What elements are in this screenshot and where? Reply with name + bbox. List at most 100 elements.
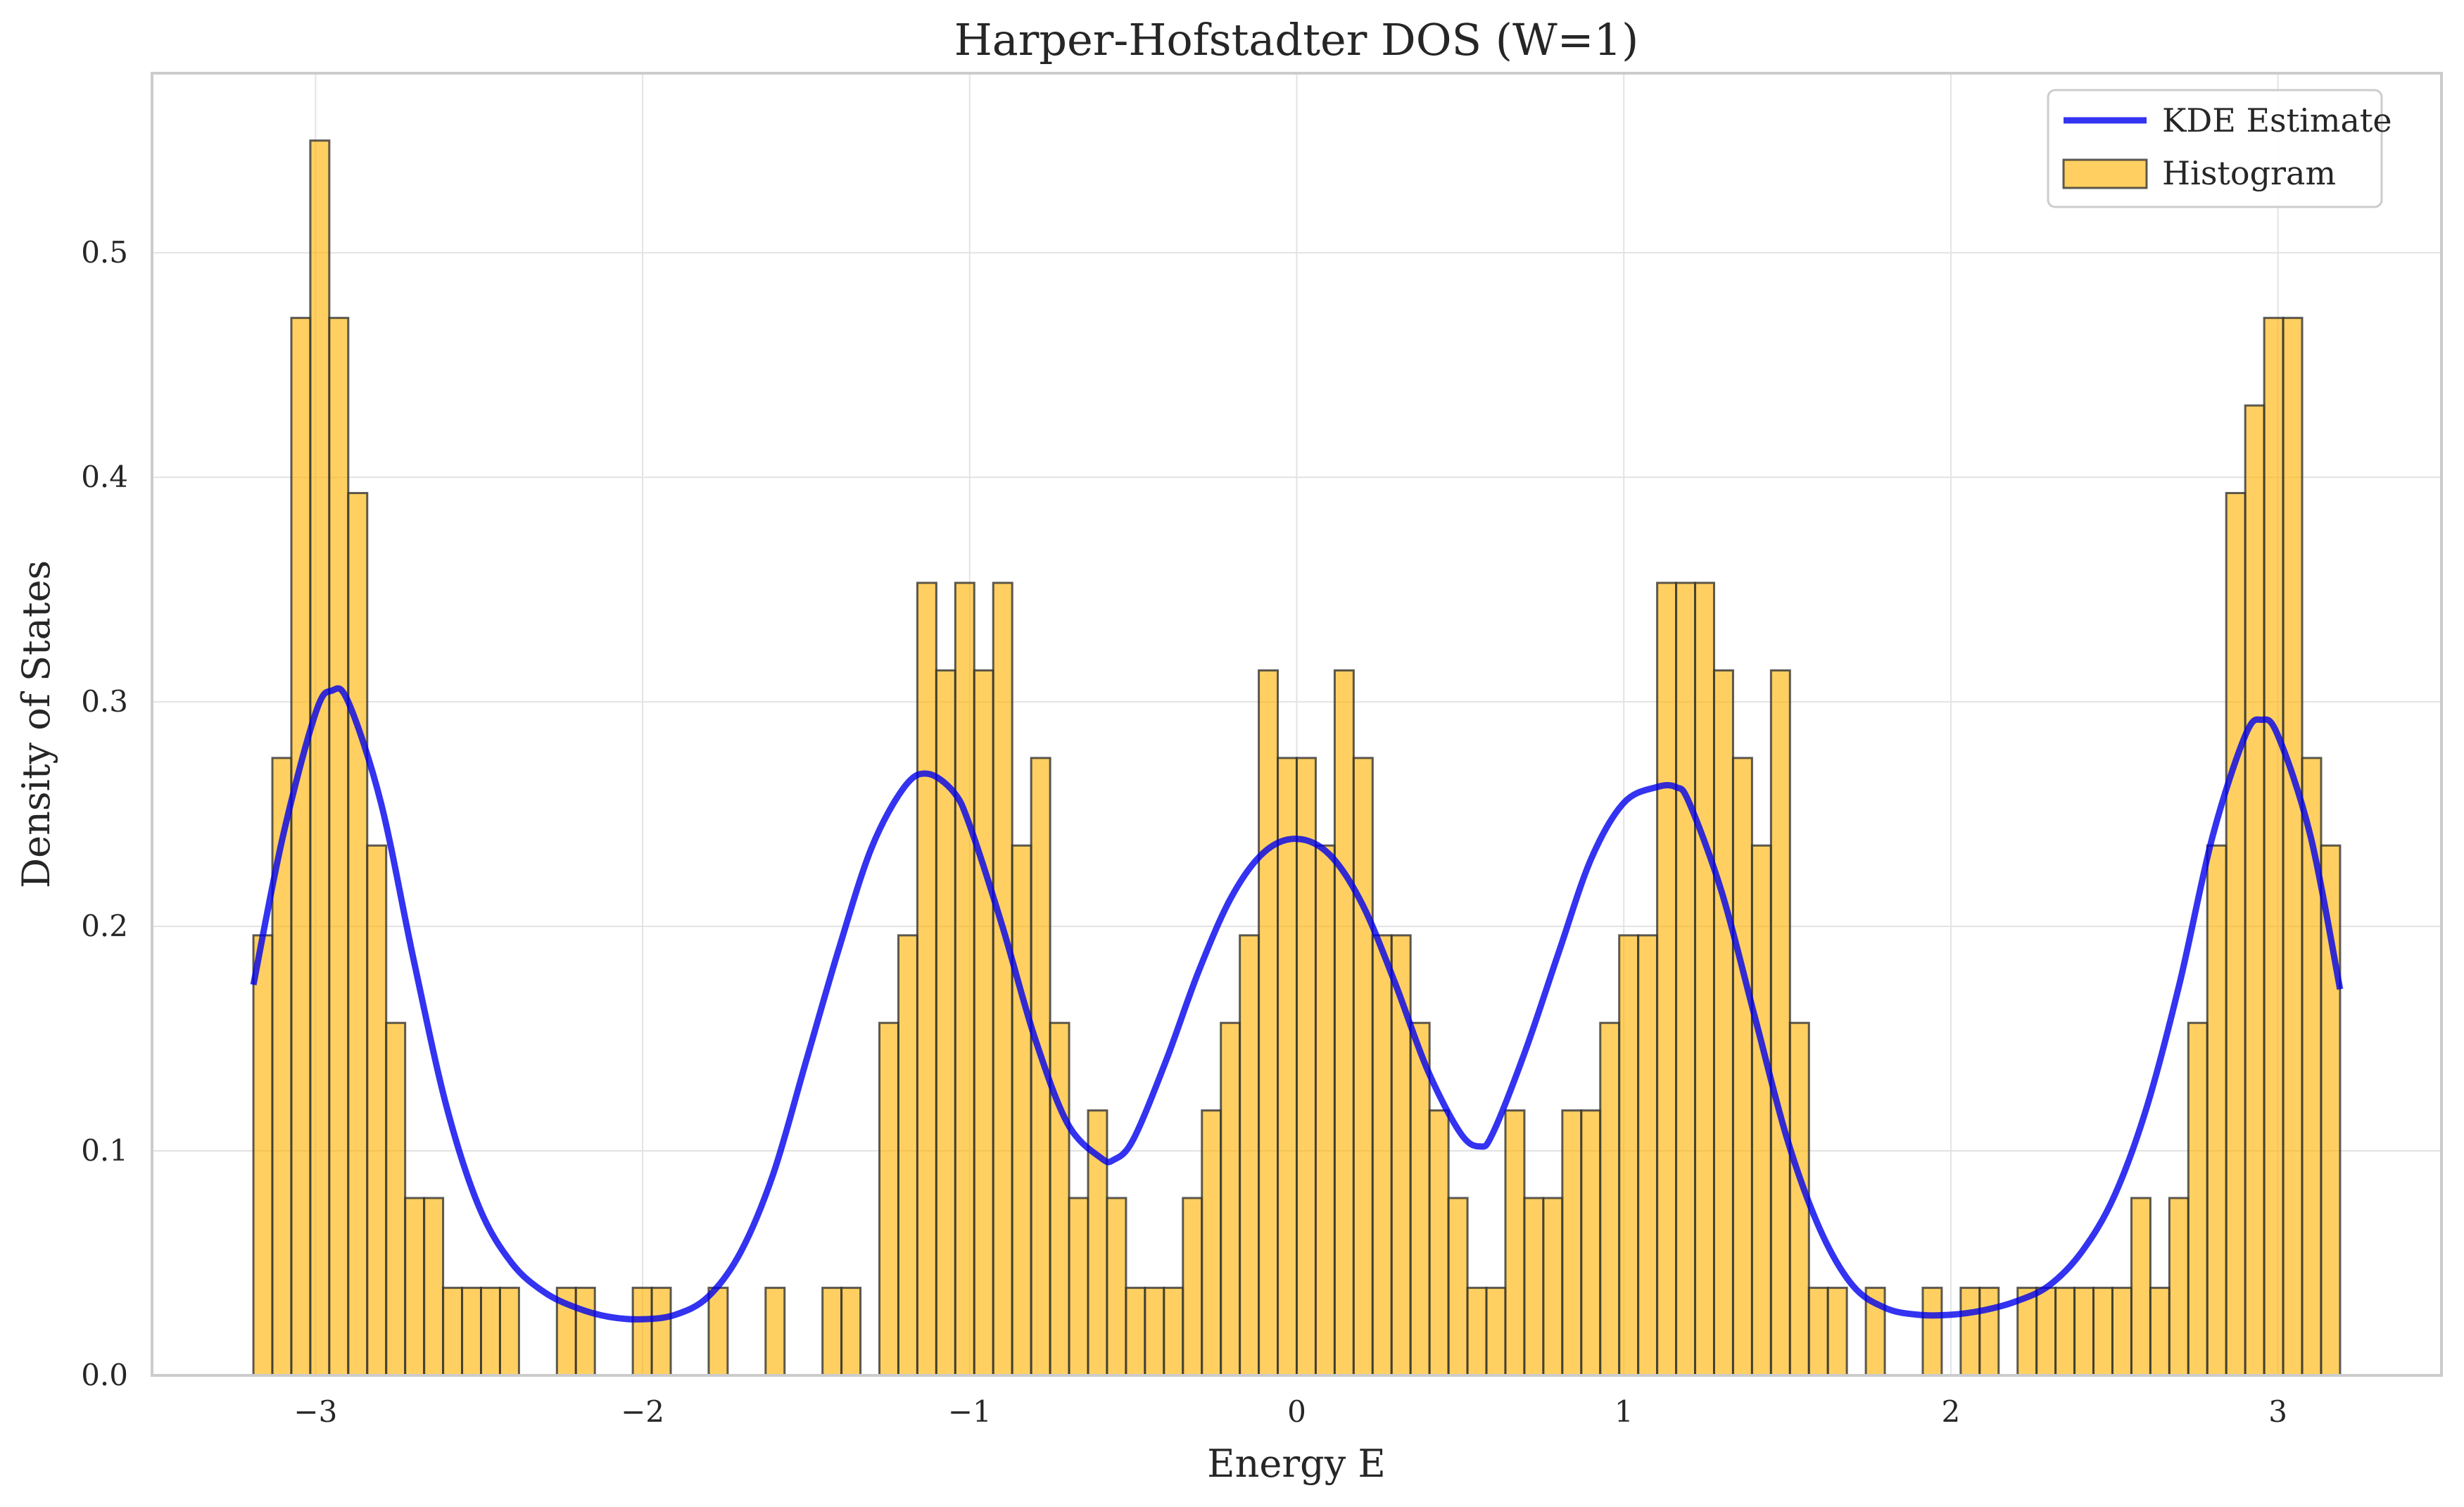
y-tick-label: 0.0: [81, 1358, 128, 1392]
y-axis-label: Density of States: [14, 560, 58, 888]
x-tick-label: 0: [1287, 1394, 1306, 1429]
histogram-bar: [1712, 669, 1734, 1377]
histogram-bar: [1599, 1021, 1621, 1377]
plot-frame: [151, 72, 2443, 1377]
histogram-bar: [1807, 1287, 1829, 1377]
histogram-bar: [2092, 1287, 2114, 1377]
histogram-bar: [973, 669, 994, 1377]
histogram-bar: [366, 844, 388, 1377]
histogram-bar: [1731, 757, 1753, 1377]
histogram-bar: [385, 1021, 407, 1377]
histogram-bar: [1826, 1287, 1848, 1377]
histogram-bar: [2263, 317, 2285, 1377]
histogram-bar: [1201, 1109, 1222, 1377]
histogram-bar: [2130, 1197, 2152, 1377]
histogram-bar: [1163, 1287, 1184, 1377]
legend-histogram-label: Histogram: [2162, 154, 2336, 192]
histogram-bar: [1921, 1287, 1943, 1377]
histogram-bar: [1656, 581, 1678, 1377]
histogram-bar: [2035, 1287, 2057, 1377]
histogram-bar: [498, 1287, 520, 1377]
histogram-bar: [2244, 404, 2266, 1377]
x-tick-label: 1: [1615, 1394, 1634, 1429]
histogram-bar: [2225, 491, 2247, 1377]
x-tick-label: −2: [621, 1394, 664, 1429]
histogram-bar: [252, 934, 274, 1377]
kde-line: [250, 685, 2344, 1323]
x-tick-label: 3: [2268, 1394, 2287, 1429]
histogram-bar: [1277, 757, 1299, 1377]
histogram-bar: [1978, 1287, 2000, 1377]
histogram-bar: [1542, 1197, 1564, 1377]
x-tick-label: −3: [293, 1394, 337, 1429]
histogram-bar: [1485, 1287, 1507, 1377]
histogram-bar: [1011, 844, 1032, 1377]
histogram-bar: [1182, 1197, 1203, 1377]
histogram-bar: [1144, 1287, 1165, 1377]
histogram-bar: [1523, 1197, 1545, 1377]
x-axis-ticks: −3 −2 −1 0 1 2 3: [293, 1394, 2287, 1429]
y-tick-label: 0.2: [81, 909, 128, 943]
histogram-bar: [821, 1287, 843, 1377]
histogram-bar: [764, 1287, 786, 1377]
histogram-bar: [707, 1287, 729, 1377]
histogram-bar: [1504, 1109, 1526, 1377]
histogram-bar: [1447, 1197, 1469, 1377]
histogram-bar: [2282, 317, 2304, 1377]
y-tick-label: 0.3: [81, 684, 128, 719]
histogram-bar: [1068, 1197, 1089, 1377]
histogram-bar: [1750, 844, 1772, 1377]
histogram-bar: [1049, 1021, 1070, 1377]
histogram-bar: [1125, 1287, 1146, 1377]
histogram-bar: [2206, 844, 2228, 1377]
histogram-bar: [897, 934, 918, 1377]
histogram-bar: [404, 1197, 426, 1377]
histogram-bar: [309, 139, 331, 1377]
histogram-bar: [2149, 1287, 2171, 1377]
histogram-bar: [878, 1021, 899, 1377]
histogram-bar: [290, 317, 312, 1377]
histogram-bar: [480, 1287, 501, 1377]
histogram-bar: [574, 1287, 596, 1377]
y-tick-label: 0.5: [81, 235, 128, 270]
histogram-bar: [650, 1287, 672, 1377]
histogram-bar: [840, 1287, 862, 1377]
y-tick-label: 0.1: [81, 1133, 128, 1168]
histogram-bar: [1637, 934, 1659, 1377]
histogram-bar: [1675, 581, 1697, 1377]
chart-title: Harper-Hofstadter DOS (W=1): [954, 14, 1639, 65]
histogram-bar: [1409, 1021, 1431, 1377]
histogram-bar: [1333, 669, 1355, 1377]
histogram-bar: [423, 1197, 445, 1377]
histogram-bar: [992, 581, 1013, 1377]
histogram-bar: [2187, 1021, 2209, 1377]
legend: KDE Estimate Histogram: [2047, 89, 2392, 208]
histogram-bar: [1239, 934, 1261, 1377]
legend-histogram-swatch: [2062, 158, 2148, 189]
histogram-bar: [1352, 757, 1374, 1377]
y-axis-ticks: 0.0 0.1 0.2 0.3 0.4 0.5: [81, 235, 128, 1392]
histogram-bar: [2073, 1287, 2095, 1377]
y-tick-label: 0.4: [81, 460, 128, 494]
histogram-bar: [2168, 1197, 2190, 1377]
x-tick-label: −1: [948, 1394, 992, 1429]
histogram-bar: [1106, 1197, 1127, 1377]
histogram-bar: [328, 317, 350, 1377]
x-tick-label: 2: [1942, 1394, 1961, 1429]
histogram-bar: [1466, 1287, 1488, 1377]
histogram-bar: [1296, 757, 1317, 1377]
histogram-bar: [1561, 1109, 1583, 1377]
histogram-bar: [1694, 581, 1715, 1377]
legend-kde-label: KDE Estimate: [2162, 101, 2392, 139]
histogram-bar: [1314, 844, 1336, 1377]
histogram-bar: [1428, 1109, 1450, 1377]
histogram-bar: [2054, 1287, 2076, 1377]
histogram-bar: [1258, 669, 1280, 1377]
histogram-bar: [1580, 1109, 1602, 1377]
histogram-bar: [2111, 1287, 2133, 1377]
histogram-bar: [1618, 934, 1640, 1377]
histogram-bar: [461, 1287, 483, 1377]
histogram-bar: [631, 1287, 653, 1377]
histogram-bar: [1959, 1287, 1981, 1377]
